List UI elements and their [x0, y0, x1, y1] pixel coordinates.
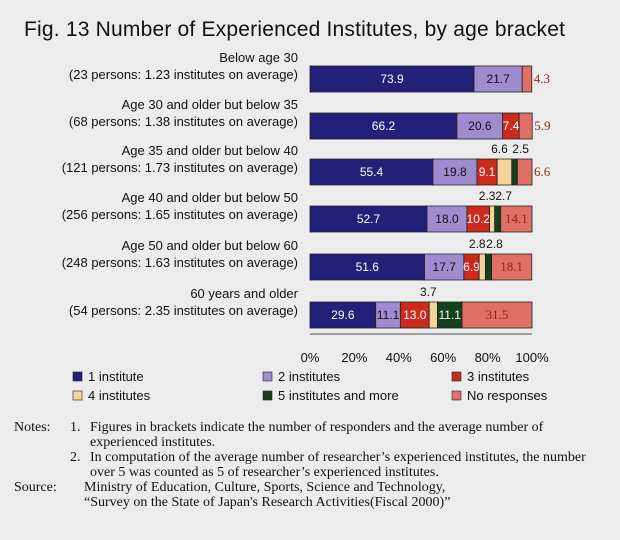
- data-label: 55.4: [360, 165, 384, 179]
- x-tick-label: 60%: [430, 350, 456, 365]
- data-label: 4.3: [534, 71, 550, 86]
- bar-no-responses: [516, 158, 533, 186]
- note-1: Notes: 1. Figures in brackets indicate t…: [14, 420, 614, 450]
- data-label: 19.8: [443, 165, 467, 179]
- bar-no-responses: [518, 112, 533, 140]
- category-sublabel: (121 persons: 1.73 institutes on average…: [62, 160, 298, 175]
- bar-4-institutes: [489, 205, 496, 233]
- legend-label-4-institutes: 4 institutes: [88, 388, 151, 403]
- legend-label-5-institutes-and-more: 5 institutes and more: [278, 388, 399, 403]
- note-2-text: In computation of the average number of …: [90, 450, 586, 480]
- data-label: 18.1: [500, 259, 523, 274]
- data-label-above: 2.7: [495, 189, 512, 203]
- data-label: 11.1: [377, 308, 400, 322]
- data-label: 20.6: [468, 119, 492, 133]
- data-label: 6.9: [463, 260, 480, 274]
- data-label: 21.7: [486, 72, 510, 86]
- bar-5-institutes-and-more: [484, 253, 492, 281]
- data-label: 11.1: [439, 308, 462, 322]
- legend-label-no-responses: No responses: [467, 388, 548, 403]
- note-2: 2. In computation of the average number …: [14, 450, 614, 480]
- stacked-bar-chart: Below age 30 (23 persons: 1.23 institutes…: [62, 50, 551, 403]
- category-label: 60 years and older: [190, 286, 298, 301]
- data-label: 31.5: [486, 307, 509, 322]
- category-label: Age 30 and older but below 35: [122, 97, 298, 112]
- legend-swatch-4-institutes: [72, 390, 83, 401]
- category-sublabel: (248 persons: 1.63 institutes on average…: [62, 255, 298, 270]
- bar-1-institute: [309, 158, 434, 186]
- bar-no-responses: [500, 205, 533, 233]
- source-label: Source:: [14, 480, 57, 495]
- legend-swatch-3-institutes: [451, 371, 462, 382]
- bar-no-responses: [521, 65, 533, 93]
- bar-1-institute: [309, 301, 377, 329]
- bar-1-institute: [309, 205, 428, 233]
- data-label-above: 2.5: [512, 142, 529, 156]
- bar-1-institute: [309, 253, 425, 281]
- note-2-number: 2.: [70, 450, 81, 465]
- data-label: 10.2: [467, 212, 491, 226]
- legend-label-3-institutes: 3 institutes: [467, 369, 530, 384]
- category-label: Age 35 and older but below 40: [122, 143, 298, 158]
- data-label: 14.1: [505, 211, 528, 226]
- bar-5-institutes-and-more: [511, 158, 518, 186]
- category-label: Age 50 and older but below 60: [122, 238, 298, 253]
- chart-title: Fig. 13 Number of Experienced Institutes…: [24, 18, 566, 41]
- category-label: Below age 30: [219, 50, 298, 65]
- bar-2-institutes: [375, 301, 401, 329]
- notes-section: Notes: 1. Figures in brackets indicate t…: [14, 420, 614, 510]
- category-sublabel: (54 persons: 2.35 institutes on average): [69, 303, 298, 318]
- bar-5-institutes-and-more: [437, 301, 463, 329]
- category-sublabel: (68 persons: 1.38 institutes on average): [69, 114, 298, 129]
- x-tick-label: 100%: [515, 350, 549, 365]
- legend-swatch-5-institutes-and-more: [262, 390, 273, 401]
- bar-4-institutes: [496, 158, 513, 186]
- data-label-above: 3.7: [420, 285, 437, 299]
- data-label: 18.0: [435, 212, 459, 226]
- category-sublabel: (256 persons: 1.65 institutes on average…: [62, 207, 298, 222]
- bar-2-institutes: [432, 158, 478, 186]
- bar-no-responses: [491, 253, 533, 281]
- data-label: 17.7: [433, 260, 457, 274]
- source-line-1: Source: Ministry of Education, Culture, …: [14, 480, 614, 495]
- data-label: 7.4: [503, 119, 520, 133]
- data-label-above: 2.8: [486, 237, 503, 251]
- data-label-above: 6.6: [491, 142, 508, 156]
- data-label-above: 2.8: [469, 237, 486, 251]
- legend-label-1-institute: 1 institute: [88, 369, 144, 384]
- legend-swatch-no-responses: [451, 390, 462, 401]
- bar-2-institutes: [426, 205, 468, 233]
- category-label: Age 40 and older but below 50: [122, 190, 298, 205]
- notes-label: Notes:: [14, 420, 51, 435]
- x-tick-label: 20%: [341, 350, 367, 365]
- source-text-1: Ministry of Education, Culture, Sports, …: [84, 480, 446, 495]
- data-label: 73.9: [380, 72, 404, 86]
- x-tick-label: 0%: [301, 350, 320, 365]
- bar-2-institutes: [473, 65, 523, 93]
- data-label: 52.7: [357, 212, 381, 226]
- bar-4-institutes: [478, 253, 486, 281]
- note-1-text: Figures in brackets indicate the number …: [90, 420, 544, 450]
- category-sublabel: (23 persons: 1.23 institutes on average): [69, 67, 298, 82]
- legend-swatch-2-institutes: [262, 371, 273, 382]
- data-label: 13.0: [403, 308, 427, 322]
- data-label: 5.9: [534, 118, 550, 133]
- x-tick-label: 40%: [386, 350, 412, 365]
- data-label: 29.6: [331, 308, 355, 322]
- data-label: 51.6: [356, 260, 380, 274]
- data-label: 6.6: [534, 164, 551, 179]
- source-text-2: “Survey on the State of Japan's Research…: [84, 495, 451, 510]
- data-label: 9.1: [479, 165, 496, 179]
- data-label-above: 2.3: [479, 189, 496, 203]
- x-tick-label: 80%: [475, 350, 501, 365]
- legend-swatch-1-institute: [72, 371, 83, 382]
- legend-label-2-institutes: 2 institutes: [278, 369, 341, 384]
- bar-no-responses: [461, 301, 533, 329]
- bar-5-institutes-and-more: [494, 205, 502, 233]
- source-line-2: “Survey on the State of Japan's Research…: [14, 495, 614, 510]
- data-label: 66.2: [372, 119, 396, 133]
- note-1-number: 1.: [70, 420, 81, 435]
- bar-4-institutes: [428, 301, 438, 329]
